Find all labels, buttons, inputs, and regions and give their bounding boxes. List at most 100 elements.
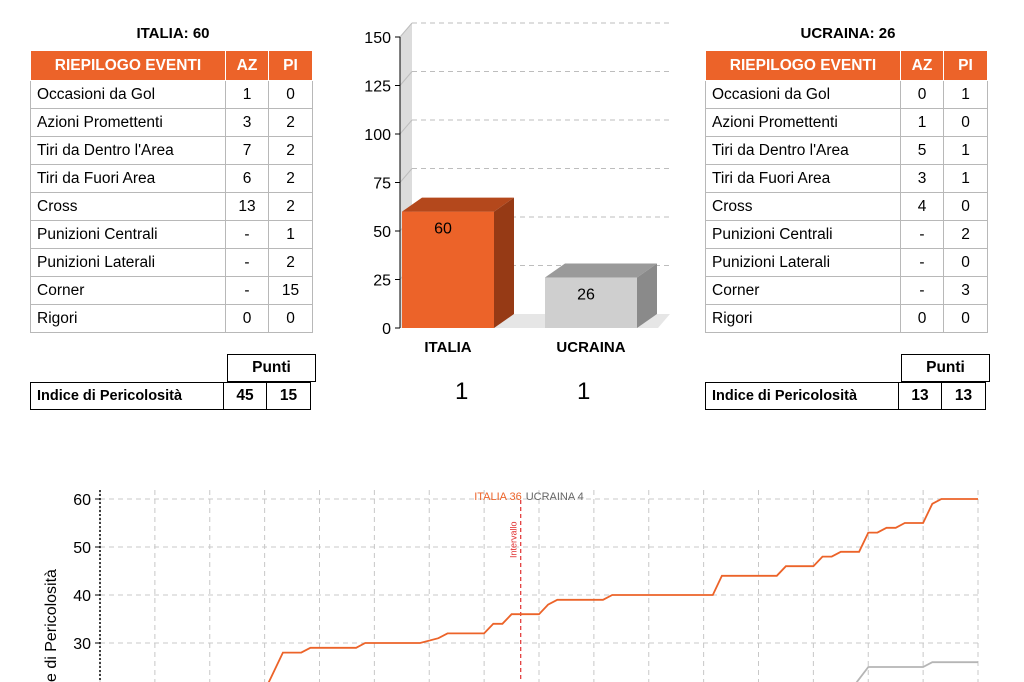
row-pi: 2: [268, 108, 313, 137]
table-row: Corner -15: [30, 276, 313, 305]
y-tick-label: 100: [364, 127, 391, 144]
table-row: Occasioni da Gol 1 0: [30, 80, 313, 109]
indice-label: Indice di Pericolosità: [30, 382, 224, 410]
annotation-ucraina: UCRAINA 4: [526, 491, 584, 503]
y-axis-label: e di Pericolosità: [43, 569, 60, 682]
row-label: Cross: [705, 192, 901, 221]
y-tick-label: 125: [364, 79, 391, 96]
right-panel-title: UCRAINA: 26: [800, 25, 896, 42]
row-az: 13: [225, 192, 269, 221]
table-row: Tiri da Dentro l'Area 7 2: [30, 136, 313, 165]
bar-side: [637, 263, 657, 328]
row-az: -: [900, 276, 944, 305]
y-tick-label: 75: [373, 176, 391, 193]
row-az: 0: [900, 80, 944, 109]
goals-ucraina: 1: [577, 378, 591, 405]
row-pi: 2: [268, 192, 313, 221]
row-label: Tiri da Dentro l'Area: [30, 136, 226, 165]
row-pi: 1: [268, 220, 313, 249]
bar-top: [545, 263, 657, 278]
bar-front: [545, 277, 637, 328]
row-az: 4: [900, 192, 944, 221]
header-az: AZ: [900, 50, 944, 81]
row-label: Cross: [30, 192, 226, 221]
row-label: Punizioni Centrali: [705, 220, 901, 249]
y-tick-label: 50: [73, 540, 91, 557]
y-tick-label: 150: [364, 30, 391, 47]
right-punti-label: Punti: [901, 354, 990, 382]
row-label: Rigori: [705, 304, 901, 333]
line-chart: 30 40 50 60 e di Pericolosità Intervallo ITALI…: [43, 490, 979, 682]
header-az: AZ: [225, 50, 269, 81]
table-row: Occasioni da Gol 0 1: [705, 80, 988, 109]
table-row: Indice di Pericolosità 13 13: [705, 382, 986, 410]
table-row: Punizioni Centrali -1: [30, 220, 313, 249]
row-label: Corner: [705, 276, 901, 305]
table-row: Punizioni Laterali -0: [705, 248, 988, 277]
table-row: Tiri da Dentro l'Area 5 1: [705, 136, 988, 165]
row-az: 0: [900, 304, 944, 333]
x-category-label: UCRAINA: [556, 339, 625, 356]
y-tick-label: 40: [73, 588, 91, 605]
row-az: 1: [225, 80, 269, 109]
left-panel-title: ITALIA: 60: [136, 25, 210, 42]
left-events-table: RIEPILOGO EVENTI AZ PI Occasioni da Gol 1…: [30, 50, 313, 333]
gridline-side: [399, 168, 413, 183]
interval-label: Intervallo: [509, 521, 519, 558]
row-label: Azioni Promettenti: [30, 108, 226, 137]
gridline-side: [399, 22, 413, 38]
table-row: Punizioni Laterali -2: [30, 248, 313, 277]
y-tick-label: 0: [382, 321, 391, 338]
bar-top: [402, 197, 514, 212]
y-tick-label: 50: [373, 224, 391, 241]
row-label: Punizioni Laterali: [30, 248, 226, 277]
row-label: Tiri da Dentro l'Area: [705, 136, 901, 165]
gridline-side: [399, 71, 413, 86]
row-label: Azioni Promettenti: [705, 108, 901, 137]
goals-italia: 1: [455, 378, 469, 405]
row-pi: 0: [268, 80, 313, 109]
table-row: Indice di Pericolosità 45 15: [30, 382, 311, 410]
row-label: Tiri da Fuori Area: [30, 164, 226, 193]
header-pi: PI: [268, 50, 313, 81]
table-row: Cross 4 0: [705, 192, 988, 221]
bar-side: [494, 197, 514, 328]
row-pi: 3: [943, 276, 988, 305]
annotation-italia: ITALIA 36: [474, 491, 522, 503]
row-pi: 0: [943, 192, 988, 221]
row-pi: 2: [268, 248, 313, 277]
row-label: Occasioni da Gol: [30, 80, 226, 109]
gridline-side: [399, 119, 413, 135]
table-header-row: RIEPILOGO EVENTI AZ PI: [705, 50, 988, 81]
header-pi: PI: [943, 50, 988, 81]
x-category-label: ITALIA: [424, 339, 471, 356]
right-events-table: RIEPILOGO EVENTI AZ PI Occasioni da Gol 0…: [705, 50, 988, 333]
row-az: 3: [900, 164, 944, 193]
left-punti-label: Punti: [227, 354, 316, 382]
series-line-italia: [267, 498, 978, 682]
row-az: 3: [225, 108, 269, 137]
row-pi: 0: [943, 248, 988, 277]
table-row: Rigori 0 0: [705, 304, 988, 333]
row-az: -: [225, 276, 269, 305]
y-tick-label: 30: [73, 636, 91, 653]
y-tick-label: 60: [73, 492, 91, 509]
bar-chart: 0 25 50 75 100 125 150 60 ITALIA 26 UCRAINA: [364, 22, 670, 356]
row-pi: 1: [943, 164, 988, 193]
indice-value-az: 13: [898, 382, 942, 410]
table-header-row: RIEPILOGO EVENTI AZ PI: [30, 50, 313, 81]
table-row: Azioni Promettenti 3 2: [30, 108, 313, 137]
row-pi: 2: [268, 136, 313, 165]
indice-value-pi: 13: [941, 382, 986, 410]
table-row: Punizioni Centrali -2: [705, 220, 988, 249]
row-label: Corner: [30, 276, 226, 305]
table-row: Corner -3: [705, 276, 988, 305]
row-label: Punizioni Centrali: [30, 220, 226, 249]
y-tick-label: 25: [373, 273, 391, 290]
row-pi: 0: [943, 108, 988, 137]
table-row: Rigori 0 0: [30, 304, 313, 333]
row-pi: 15: [268, 276, 313, 305]
row-az: 5: [900, 136, 944, 165]
row-az: -: [225, 220, 269, 249]
series-line-ucraina: [855, 661, 978, 682]
